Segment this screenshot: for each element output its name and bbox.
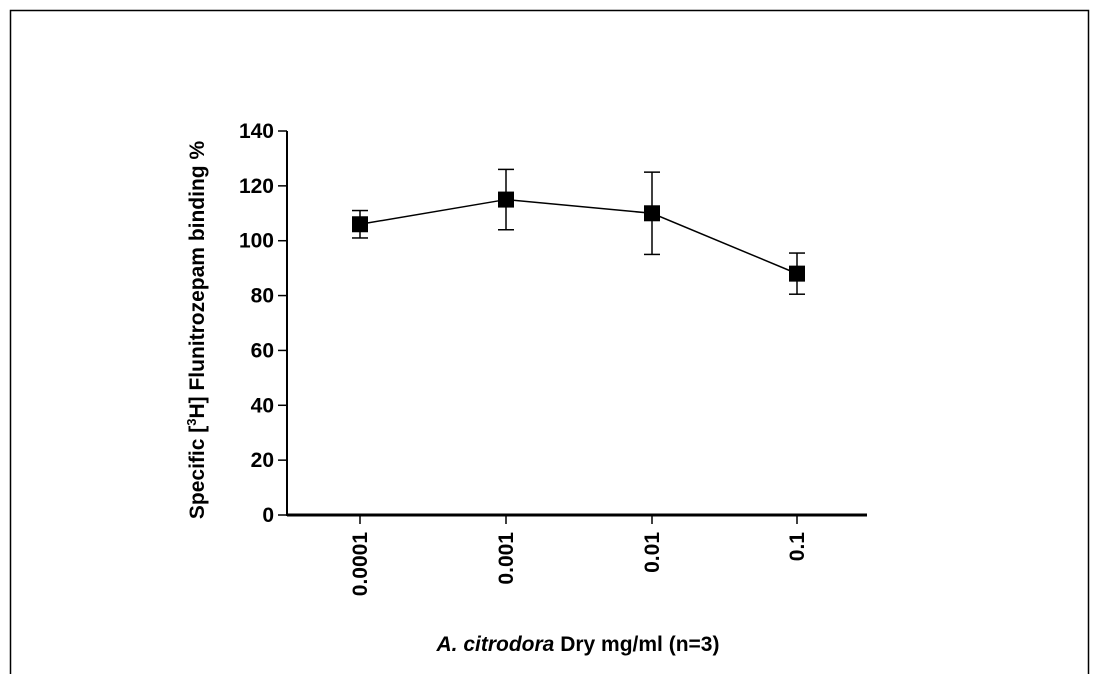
- x-tick-label: 0.001: [495, 532, 518, 585]
- data-point-marker: [352, 216, 368, 233]
- y-tick-label: 60: [251, 339, 274, 362]
- x-tick-label: 0.0001: [349, 532, 372, 597]
- data-point-marker: [644, 205, 660, 222]
- x-tick-label: 0.1: [786, 532, 809, 562]
- y-axis-label-prefix: Specific [: [186, 426, 209, 519]
- data-point-marker: [789, 265, 805, 282]
- x-axis-label-rest: Dry mg/ml (n=3): [554, 633, 719, 656]
- y-axis-label-superscript: 3: [184, 419, 199, 426]
- y-tick-label: 80: [251, 285, 274, 308]
- y-tick-label: 140: [239, 120, 274, 143]
- data-series: [352, 168, 805, 295]
- data-point-marker: [498, 191, 514, 208]
- y-tick-label: 120: [239, 175, 274, 198]
- x-axis-ticks: 0.0001 0.001 0.01 0.1: [349, 515, 809, 596]
- chart-axes: [286, 131, 867, 517]
- y-axis-ticks: 0 20 40 60 80 100 120 140: [239, 120, 287, 527]
- y-axis-label-suffix: H] Flunitrozepam binding %: [186, 141, 209, 419]
- y-tick-label: 100: [239, 230, 274, 253]
- y-axis-label: Specific [3H] Flunitrozepam binding %: [184, 141, 209, 520]
- figure-border: [9, 9, 1090, 674]
- x-axis-label: A. citrodora Dry mg/ml (n=3): [436, 633, 720, 656]
- x-axis-label-italic: A. citrodora: [436, 633, 555, 656]
- y-tick-label: 0: [262, 504, 274, 527]
- y-tick-label: 40: [251, 394, 274, 417]
- x-tick-label: 0.01: [641, 532, 664, 573]
- series-line: [359, 198, 798, 275]
- y-tick-label: 20: [251, 449, 274, 472]
